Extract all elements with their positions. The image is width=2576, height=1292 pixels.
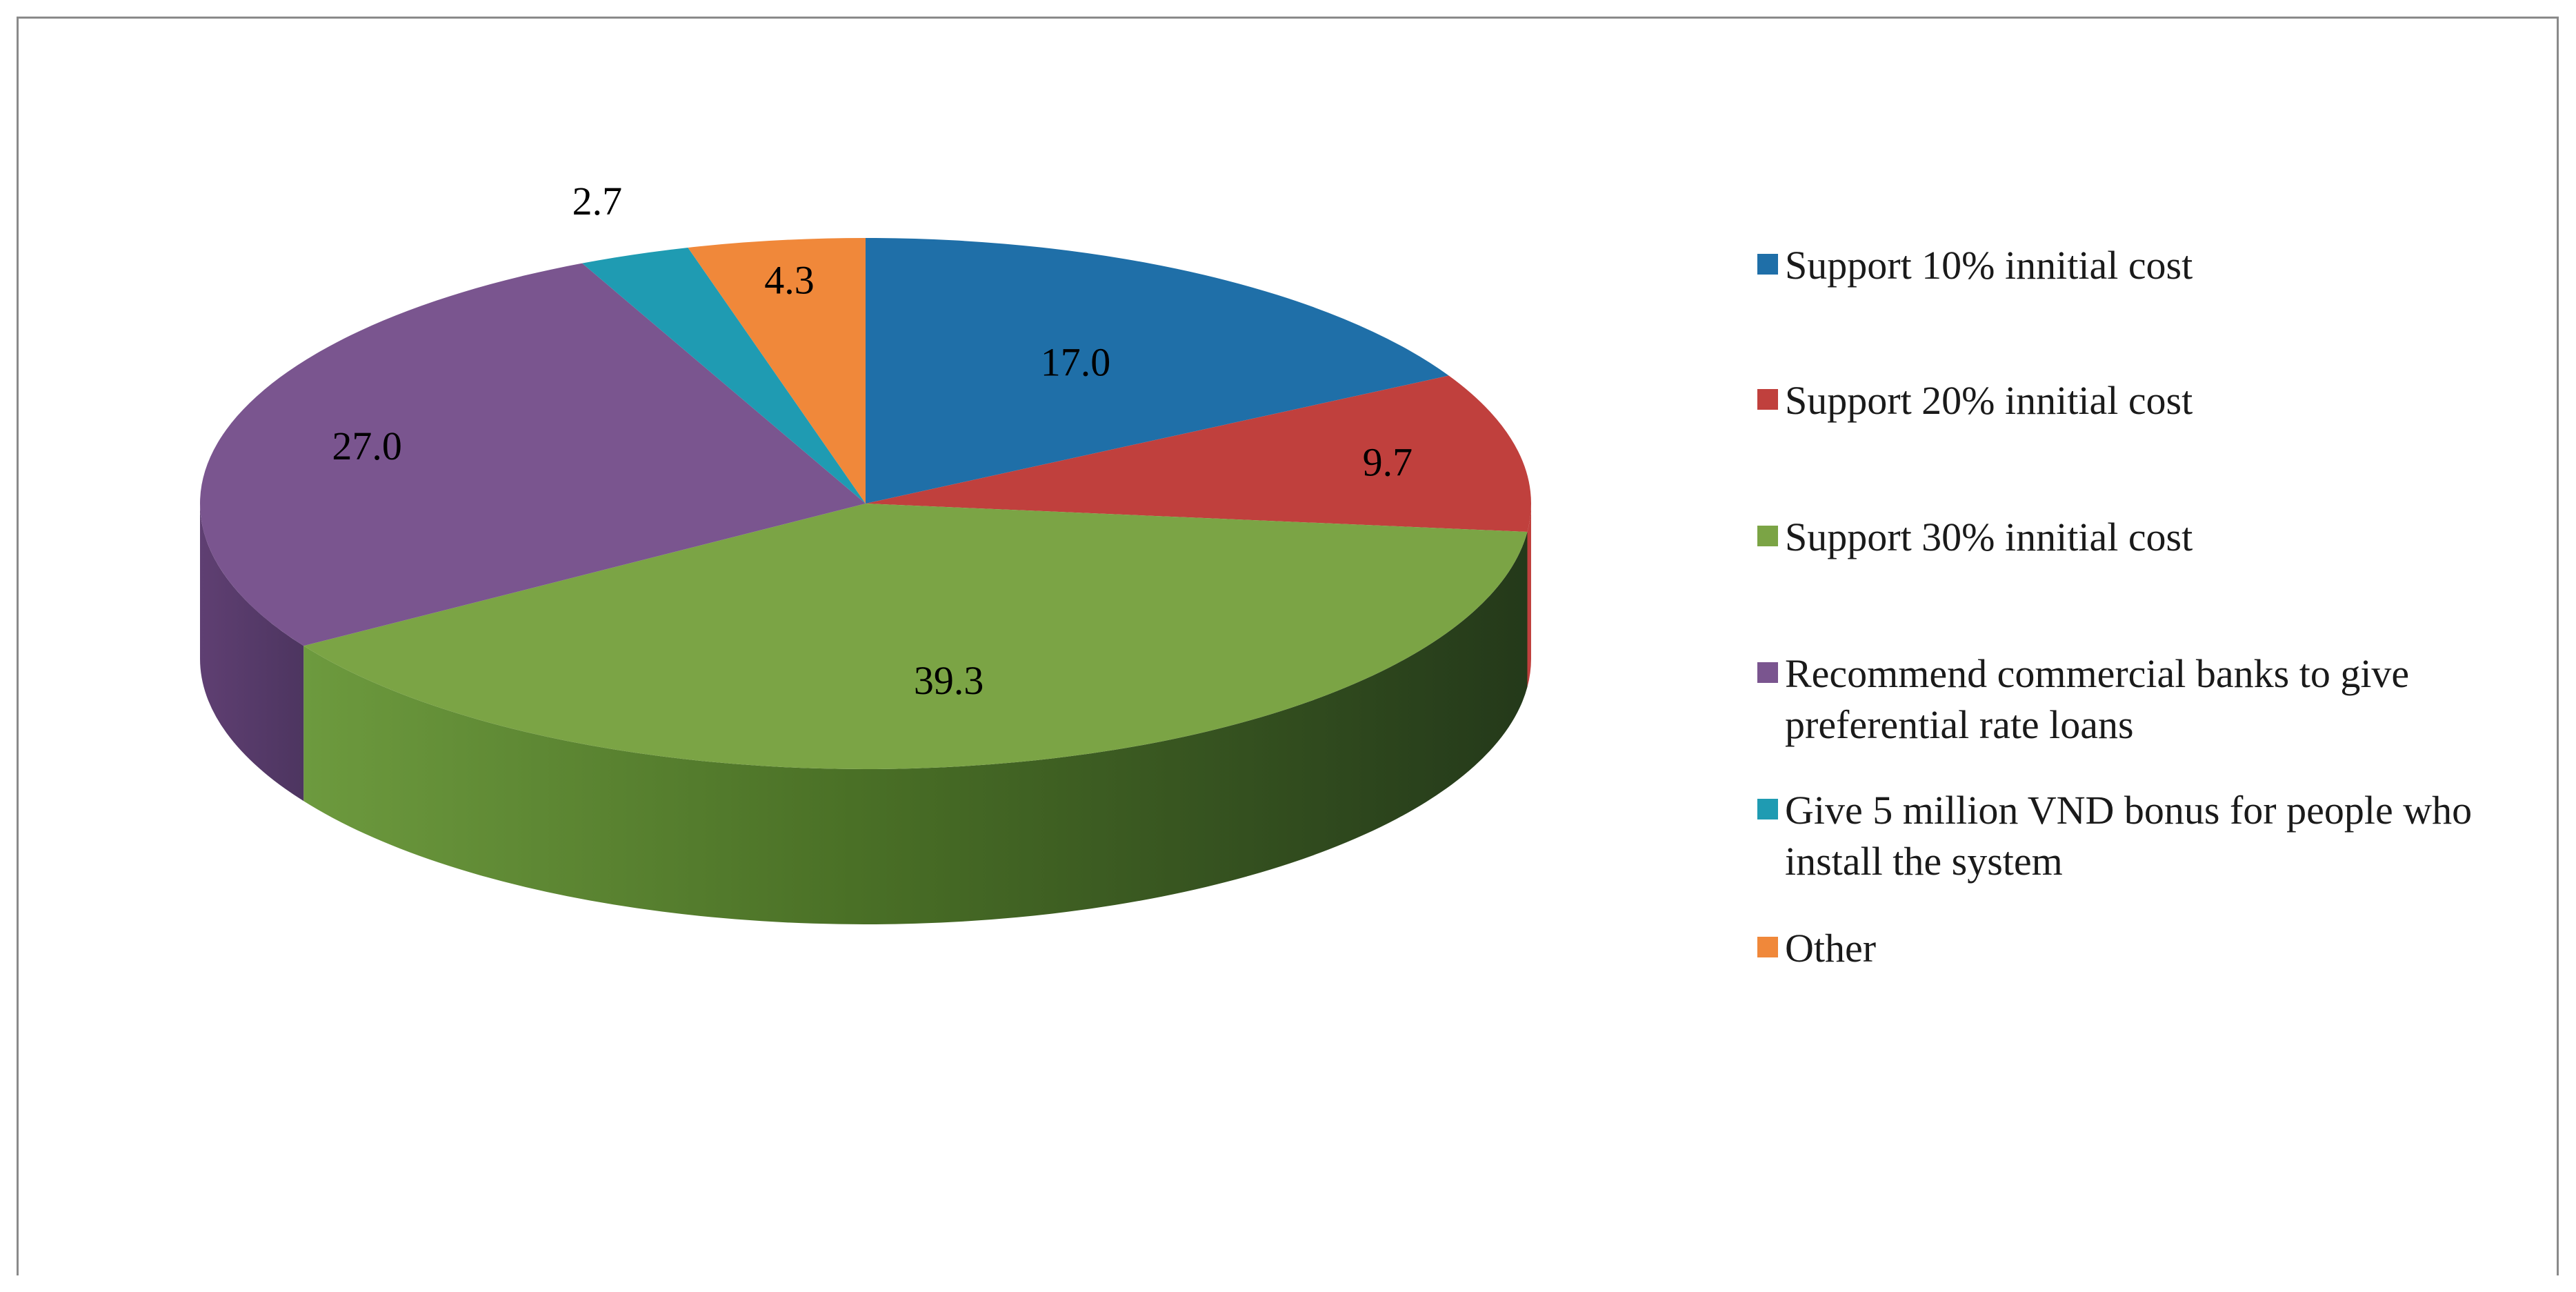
pie-side-3 bbox=[303, 532, 1528, 925]
legend-label: Recommend commercial banks to give prefe… bbox=[1785, 651, 2410, 747]
data-label-1: 17.0 bbox=[1041, 340, 1111, 385]
pie-slice-5 bbox=[582, 247, 866, 504]
pie-slice-1 bbox=[866, 238, 1449, 504]
data-label-3: 39.3 bbox=[914, 658, 984, 703]
legend-item-3: Support 30% innitial cost bbox=[1757, 512, 2516, 563]
pie-side-2 bbox=[1527, 504, 1531, 688]
pie-chart: 17.0 9.7 39.3 27.0 2.7 4.3 bbox=[199, 179, 1532, 925]
chart-frame bbox=[17, 17, 2559, 1275]
legend-swatch bbox=[1757, 662, 1778, 683]
legend-swatch bbox=[1757, 937, 1778, 957]
pie-slices bbox=[199, 238, 1532, 770]
legend-item-4: Recommend commercial banks to give prefe… bbox=[1757, 648, 2516, 751]
legend-label: Give 5 million VND bonus for people who … bbox=[1785, 788, 2473, 884]
legend-label: Support 10% innitial cost bbox=[1785, 243, 2193, 288]
legend-swatch bbox=[1757, 799, 1778, 819]
pie-slice-6 bbox=[688, 238, 866, 504]
data-label-6: 4.3 bbox=[764, 258, 815, 303]
pie-side-walls bbox=[200, 504, 1531, 925]
pie-slice-4 bbox=[199, 263, 866, 646]
pie-side-4 bbox=[200, 504, 304, 802]
pie-slice-3 bbox=[303, 504, 1528, 770]
legend-swatch bbox=[1757, 254, 1778, 275]
pie-data-labels: 17.0 9.7 39.3 27.0 2.7 4.3 bbox=[332, 179, 1412, 703]
legend-label: Support 30% innitial cost bbox=[1785, 515, 2193, 559]
data-label-4: 27.0 bbox=[332, 424, 402, 468]
legend-item-5: Give 5 million VND bonus for people who … bbox=[1757, 785, 2516, 887]
legend-label: Support 20% innitial cost bbox=[1785, 378, 2193, 423]
legend-item-6: Other bbox=[1757, 923, 2516, 974]
data-label-2: 9.7 bbox=[1363, 439, 1413, 484]
legend-item-1: Support 10% innitial cost bbox=[1757, 240, 2516, 291]
legend-label: Other bbox=[1785, 926, 1877, 971]
data-label-5: 2.7 bbox=[572, 179, 623, 223]
pie-slice-2 bbox=[866, 375, 1532, 533]
legend-swatch bbox=[1757, 389, 1778, 410]
legend-swatch bbox=[1757, 526, 1778, 546]
legend-item-2: Support 20% innitial cost bbox=[1757, 375, 2516, 426]
